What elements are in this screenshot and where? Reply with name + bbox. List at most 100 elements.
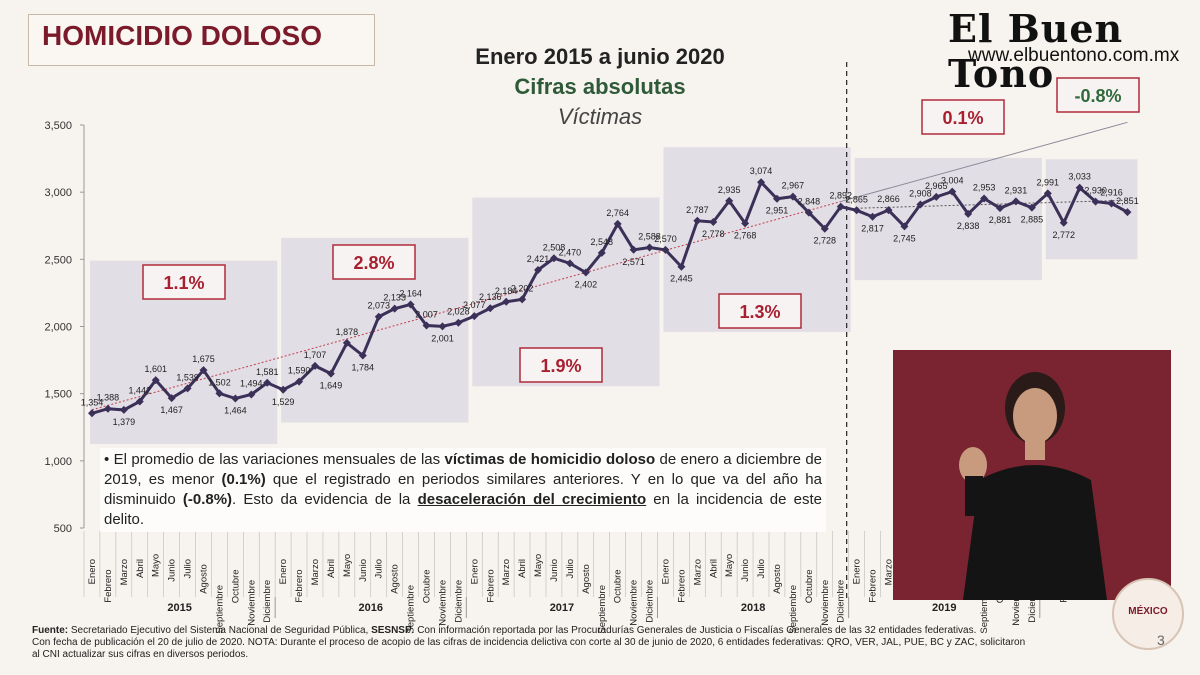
data-label: 2,768 — [734, 230, 757, 240]
x-tick-label: Enero — [87, 559, 98, 584]
data-label: 2,136 — [479, 292, 502, 302]
bullet: • — [104, 451, 114, 468]
data-label: 2,028 — [447, 307, 470, 317]
data-point — [151, 376, 160, 385]
year-label: 2018 — [741, 602, 765, 614]
data-label: 2,184 — [495, 286, 518, 296]
data-label: 2,571 — [622, 257, 645, 267]
note-text-2: de enero a diciembre de 2019, es menor — [104, 451, 823, 488]
data-point — [326, 369, 335, 378]
data-point — [247, 390, 256, 399]
trend-line-2019-2020 — [856, 199, 1128, 209]
sign-language-interpreter-video — [893, 350, 1171, 600]
chart-title: Enero 2015 a junio 2020 — [475, 44, 725, 69]
data-point — [1011, 197, 1020, 206]
footer-source: Fuente: Secretariado Ejecutivo del Siste… — [32, 625, 1152, 661]
data-label: 2,931 — [1005, 185, 1028, 195]
data-point — [1027, 203, 1036, 212]
x-tick-label: Diciembre — [1027, 580, 1038, 623]
y-tick-label: 3,500 — [44, 120, 72, 132]
note-text-1: El promedio de las variaciones mensuales… — [113, 451, 445, 468]
data-point — [597, 248, 606, 257]
data-label: 1,601 — [144, 364, 167, 374]
data-label: 1,590 — [288, 366, 311, 376]
data-point — [534, 265, 543, 274]
x-tick-label: Noviembre — [246, 580, 257, 626]
data-label: 2,908 — [909, 189, 932, 199]
data-point — [374, 312, 383, 321]
x-tick-label: Noviembre — [1011, 580, 1022, 626]
series-line-victimas — [91, 179, 1129, 415]
x-tick-label: Septiembre — [788, 585, 799, 634]
data-point — [741, 219, 750, 228]
data-point — [119, 405, 128, 414]
x-tick-label: Noviembre — [820, 580, 831, 626]
x-tick-label: Mayo — [533, 554, 544, 577]
variation-box — [921, 99, 1005, 135]
data-point — [358, 351, 367, 360]
data-point — [199, 366, 208, 375]
data-point — [422, 321, 431, 330]
data-point — [103, 404, 112, 413]
data-point — [964, 209, 973, 218]
data-label: 2,772 — [1052, 230, 1075, 240]
x-tick-label: Julio — [565, 559, 576, 579]
x-tick-label: Diciembre — [645, 580, 656, 623]
data-point — [629, 245, 638, 254]
x-tick-label: Febrero — [485, 569, 496, 602]
data-label: 1,707 — [304, 350, 327, 360]
x-tick-label: Febrero — [676, 569, 687, 602]
x-tick-label: Noviembre — [437, 580, 448, 626]
data-point — [852, 206, 861, 215]
data-point — [836, 202, 845, 211]
data-point — [390, 304, 399, 313]
variation-box — [332, 244, 416, 280]
note-text-3: que el registrado en periodos similares … — [104, 471, 822, 508]
data-label: 2,728 — [814, 236, 837, 246]
footer-sesnsp: SESNSP — [371, 625, 412, 636]
data-label: 2,865 — [845, 194, 868, 204]
x-tick-label: Julio — [183, 559, 194, 579]
interpreter-figure-icon — [959, 372, 1107, 600]
x-tick-label: Junio — [740, 559, 751, 582]
footer-source-text: Secretariado Ejecutivo del Sistema Nacio… — [68, 625, 372, 636]
x-tick-label: Abril — [708, 559, 719, 578]
data-point — [311, 361, 320, 370]
note-bold-1: víctimas de homicidio doloso — [444, 451, 656, 468]
data-label: 2,951 — [766, 206, 789, 216]
y-tick-label: 1,500 — [44, 389, 72, 401]
x-tick-label: Diciembre — [262, 580, 273, 623]
data-label: 3,004 — [941, 176, 964, 186]
data-label: 2,745 — [893, 233, 916, 243]
data-point — [438, 322, 447, 331]
data-label: 2,848 — [798, 197, 821, 207]
y-tick-label: 3,000 — [44, 187, 72, 199]
data-point — [661, 245, 670, 254]
data-point — [1107, 199, 1116, 208]
y-tick-label: 500 — [54, 523, 72, 535]
x-tick-label: Enero — [278, 559, 289, 584]
data-point — [709, 217, 718, 226]
year-label: 2016 — [359, 602, 383, 614]
x-tick-label: Agosto — [199, 564, 210, 594]
y-tick-label: 2,500 — [44, 254, 72, 266]
data-label: 2,930 — [1084, 186, 1107, 196]
data-point — [996, 204, 1005, 213]
x-tick-label: Marzo — [884, 559, 895, 585]
data-point — [406, 300, 415, 309]
summary-note: • El promedio de las variaciones mensual… — [100, 448, 826, 532]
data-label: 1,494 — [240, 378, 263, 388]
year-label: 2017 — [550, 602, 574, 614]
variation-value: 1.9% — [540, 356, 581, 376]
data-point — [900, 222, 909, 231]
chart-series-label: Víctimas — [557, 104, 643, 129]
data-label: 2,885 — [1021, 215, 1044, 225]
data-label: 2,164 — [399, 288, 422, 298]
data-label: 1,529 — [272, 397, 295, 407]
data-point — [613, 219, 622, 228]
note-text-5: en la incidencia de este delito. — [104, 491, 822, 528]
footer-label: Fuente: — [32, 625, 69, 636]
year-label: 2019 — [932, 602, 956, 614]
trend-line-recent — [840, 121, 1128, 203]
x-tick-label: Mayo — [342, 554, 353, 577]
